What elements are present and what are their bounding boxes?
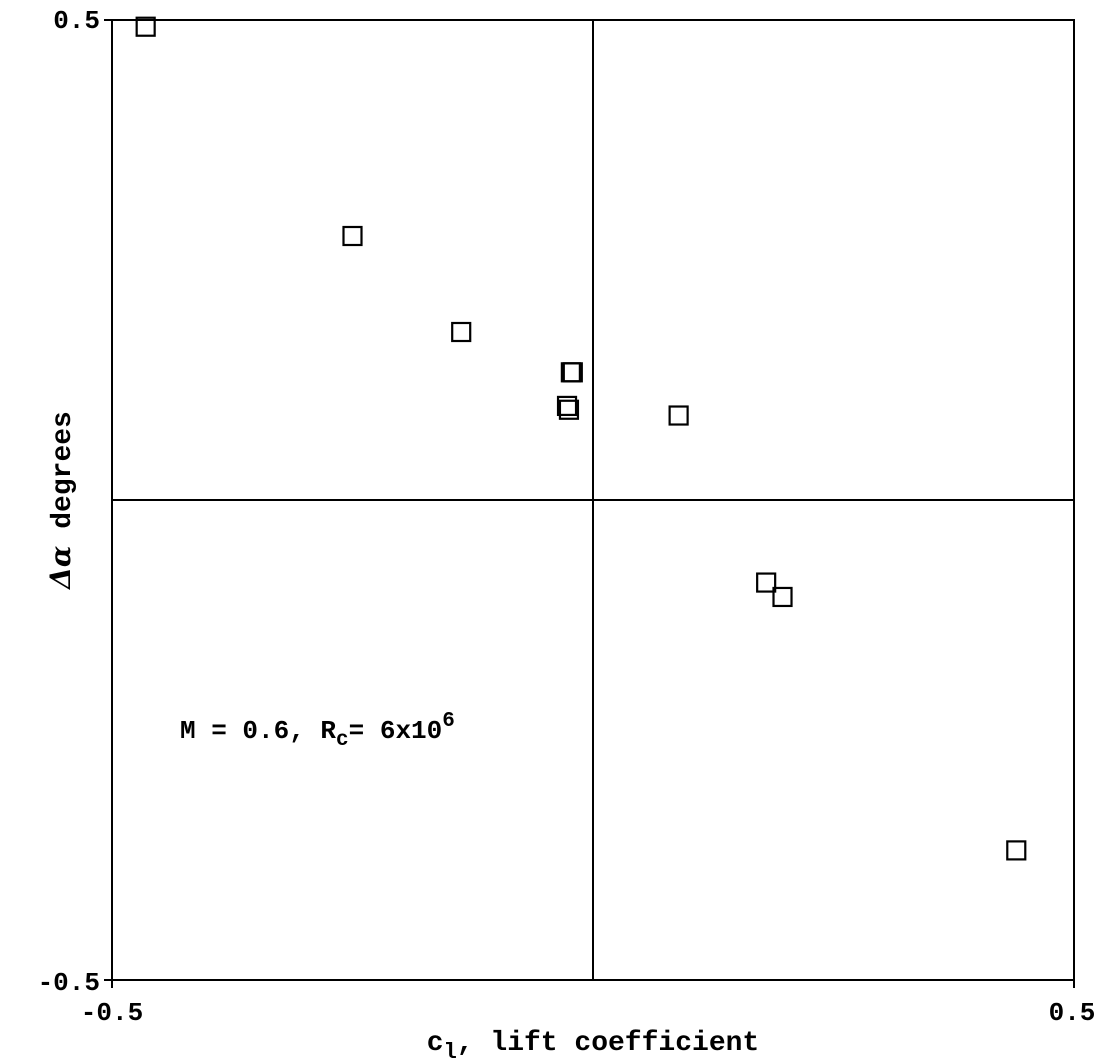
y-axis-label-rest: degrees xyxy=(48,411,79,545)
data-point-marker xyxy=(756,572,777,593)
data-point-marker xyxy=(342,225,363,247)
y-axis-label-delta: Δ xyxy=(44,567,77,591)
annotation-mid: = 6x10 xyxy=(349,716,443,746)
x-axis-label-main: c xyxy=(427,1028,444,1059)
flow-conditions-annotation: M = 0.6, Rc= 6x106 xyxy=(180,710,455,752)
x-axis-label-subscript: l xyxy=(444,1040,457,1064)
data-point-marker xyxy=(558,399,580,420)
y-axis-label-alpha: α xyxy=(44,546,77,568)
annotation-superscript: 6 xyxy=(442,710,455,733)
annotation-subscript: c xyxy=(336,729,349,752)
annotation-prefix: M = 0.6, R xyxy=(180,716,336,746)
data-point-marker xyxy=(772,586,793,608)
data-point-marker xyxy=(1006,840,1027,861)
axis-ticks xyxy=(104,19,1075,988)
x-axis-label: cl, lift coefficient xyxy=(427,1028,759,1064)
x-tick-label-left: -0.5 xyxy=(81,998,143,1028)
data-markers xyxy=(135,16,1027,861)
y-tick-label-top: 0.5 xyxy=(53,6,100,36)
data-point-marker xyxy=(562,362,583,383)
data-point-marker xyxy=(556,395,578,417)
data-point-marker xyxy=(135,16,156,37)
x-tick-label-right: 0.5 xyxy=(1049,998,1096,1028)
y-axis-label: Δα degrees xyxy=(44,411,79,591)
data-point-marker xyxy=(451,321,472,343)
y-tick-label-bottom: -0.5 xyxy=(38,968,100,998)
data-point-marker xyxy=(668,405,689,426)
x-axis-label-rest: , lift coefficient xyxy=(457,1028,759,1059)
